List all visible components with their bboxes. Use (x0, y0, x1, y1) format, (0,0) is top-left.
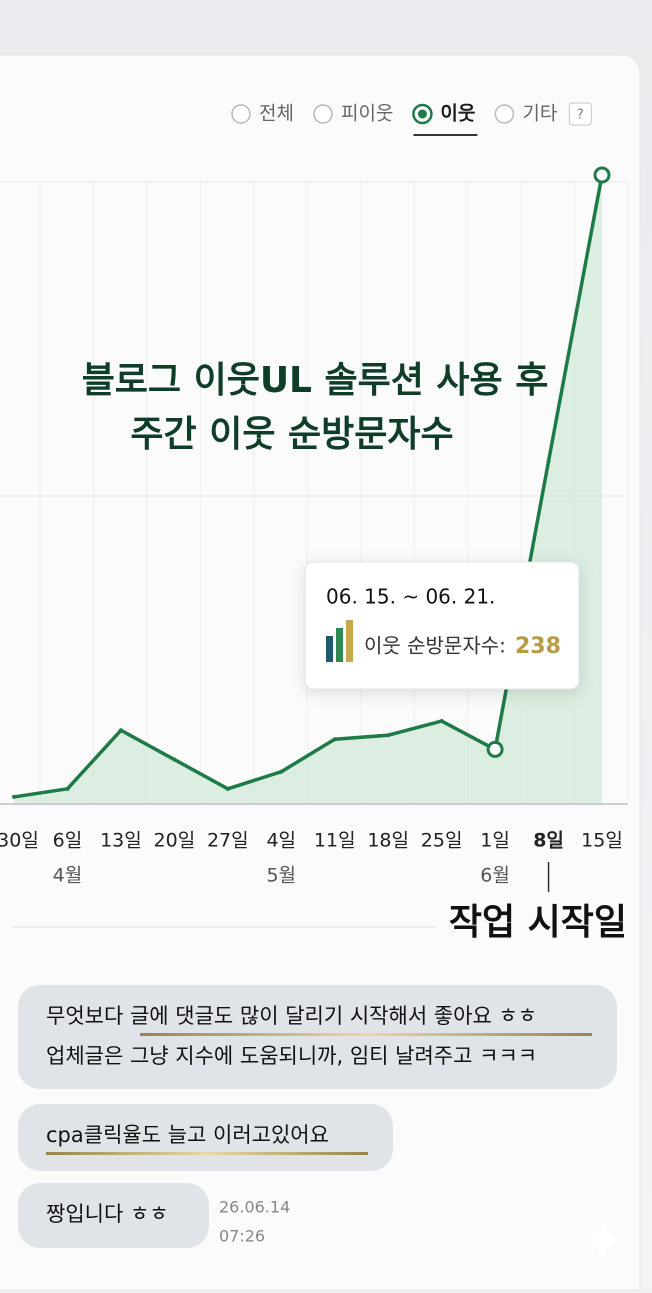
radio[interactable] (231, 104, 251, 124)
radio-dot (417, 109, 427, 119)
x-tick-label: 13일 (100, 830, 142, 852)
radio-label[interactable]: 전체 (259, 103, 294, 125)
point (332, 737, 337, 742)
tooltip-icon (336, 628, 343, 662)
help-button[interactable] (568, 102, 592, 126)
tooltip (304, 561, 580, 690)
tooltip-icon (326, 636, 333, 662)
point (593, 166, 611, 184)
x-tick-label: 25일 (421, 830, 463, 852)
timestamp: 07:26 (219, 1227, 265, 1246)
chat-text: 짱입니다 ㅎㅎ (46, 1202, 169, 1226)
point (439, 719, 444, 724)
area (14, 174, 602, 803)
x-tick-label: 11일 (314, 830, 356, 852)
point (172, 757, 177, 762)
tooltip-value: 238 (515, 634, 561, 659)
chat-text: 무엇보다 글에 댓글도 많이 달리기 시작해서 좋아요 ㅎㅎ (46, 1004, 537, 1028)
point (225, 786, 230, 791)
x-tick-label: 27일 (207, 830, 249, 852)
x-tick-label: 18일 (367, 830, 409, 852)
point (12, 794, 16, 799)
x-tick-label: 15일 (581, 830, 623, 852)
point (65, 786, 70, 791)
point (118, 728, 123, 733)
chat-text: cpa클릭율도 늘고 이러고있어요 (46, 1123, 329, 1147)
highlight-underline (140, 1033, 592, 1036)
month-label: 4월 (53, 865, 83, 887)
x-tick-label: 8일 (533, 830, 564, 852)
radio-label[interactable]: 피이웃 (341, 103, 393, 125)
x-tick-label: 1일 (480, 830, 510, 852)
tooltip-icon (346, 620, 353, 662)
chat-bubble (18, 985, 617, 1089)
timestamp: 26.06.14 (219, 1198, 290, 1217)
x-tick-label: 4일 (266, 830, 296, 852)
chat-text: 업체글은 그냥 지수에 도움되니까, 임티 날려주고 ㅋㅋㅋ (46, 1044, 537, 1068)
highlight-underline (46, 1152, 368, 1155)
radio[interactable] (494, 104, 515, 124)
month-label: 6월 (480, 865, 510, 887)
tooltip-label: 이웃 순방문자수: (364, 634, 506, 658)
line (13, 174, 604, 799)
help-icon: ? (577, 108, 584, 123)
overlay-title: 블로그 이웃UL 솔루션 사용 후 (82, 360, 549, 401)
radio-label[interactable]: 기타 (522, 103, 557, 125)
x-tick-label: 30일 (0, 830, 39, 852)
tooltip-title: 06. 15. ~ 06. 21. (326, 585, 495, 609)
point (279, 769, 284, 774)
radio[interactable] (313, 104, 333, 124)
sparkle (585, 1220, 621, 1260)
annotation: 작업 시작일 (449, 902, 627, 943)
point (486, 740, 504, 758)
radio-label[interactable]: 이웃 (440, 103, 475, 125)
x-tick-label: 6일 (53, 830, 83, 852)
overlay-title: 주간 이웃 순방문자수 (130, 414, 453, 455)
point (546, 459, 551, 464)
point (386, 733, 391, 738)
month-label: 5월 (266, 865, 296, 887)
x-tick-label: 20일 (154, 830, 196, 852)
chat-bubble (18, 1183, 209, 1248)
